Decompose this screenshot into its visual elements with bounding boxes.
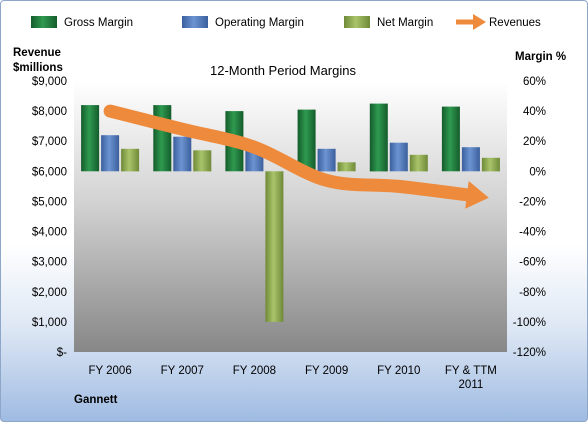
legend-label: Gross Margin bbox=[64, 17, 133, 29]
gross-margin-bar bbox=[81, 105, 100, 172]
left-tick-label: $8,000 bbox=[32, 106, 67, 118]
x-tick-label: FY 2009 bbox=[305, 365, 348, 377]
net-margin-bar bbox=[409, 154, 428, 172]
right-tick-label: -60% bbox=[519, 257, 546, 269]
x-tick-label: FY 2007 bbox=[161, 365, 204, 377]
right-tick-label: -80% bbox=[519, 287, 546, 299]
operating-margin-bar bbox=[389, 142, 408, 172]
left-tick-label: $2,000 bbox=[32, 287, 67, 299]
gross-margin-bar bbox=[153, 105, 172, 172]
revenue-arrow-line bbox=[103, 104, 478, 202]
left-tick-label: $9,000 bbox=[32, 76, 67, 88]
right-tick-label: 60% bbox=[523, 76, 546, 88]
left-axis: $- $1,000 $2,000 $3,000 $4,000 $5,000 $6,000 $7… bbox=[32, 76, 67, 359]
net-margin-bar bbox=[481, 157, 500, 172]
left-tick-label: $4,000 bbox=[32, 227, 67, 239]
operating-margin-bar bbox=[101, 135, 120, 172]
net-margin-bar bbox=[265, 171, 284, 322]
revenue-arrow bbox=[103, 104, 489, 209]
bars bbox=[81, 103, 500, 322]
x-tick-label: FY 2010 bbox=[377, 365, 420, 377]
revenue-arrow-head bbox=[465, 181, 489, 209]
x-tick-label: FY 2006 bbox=[88, 365, 131, 377]
net-margin-bar bbox=[121, 148, 140, 172]
left-tick-label: $5,000 bbox=[32, 196, 67, 208]
right-tick-label: 0% bbox=[529, 166, 546, 178]
right-tick-label: -20% bbox=[519, 196, 546, 208]
legend-swatch bbox=[182, 16, 208, 28]
legend-swatch bbox=[344, 16, 370, 28]
right-tick-label: 40% bbox=[523, 106, 546, 118]
left-axis-title-line2: $millions bbox=[13, 62, 63, 74]
legend-label: Net Margin bbox=[377, 17, 433, 29]
left-tick-label: $6,000 bbox=[32, 166, 67, 178]
left-tick-label: $3,000 bbox=[32, 257, 67, 269]
left-axis-title-line1: Revenue bbox=[13, 47, 61, 59]
right-tick-label: -40% bbox=[519, 227, 546, 239]
chart-title: 12-Month Period Margins bbox=[210, 63, 356, 78]
legend: Gross Margin Operating Margin Net Margin Re… bbox=[31, 14, 541, 30]
left-tick-label: $- bbox=[57, 347, 67, 359]
gross-margin-bar bbox=[369, 103, 388, 172]
gross-margin-bar bbox=[297, 109, 316, 172]
operating-margin-bar bbox=[173, 136, 192, 172]
right-tick-label: -100% bbox=[513, 317, 546, 329]
right-tick-label: -120% bbox=[513, 347, 546, 359]
right-tick-label: 20% bbox=[523, 136, 546, 148]
legend-swatch bbox=[31, 16, 57, 28]
x-tick-label: FY 2008 bbox=[233, 365, 276, 377]
x-axis: FY 2006 FY 2007 FY 2008 FY 2009 FY 2010 FY & … bbox=[88, 365, 496, 391]
right-axis: -120% -100% -80% -60% -40% -20% 0% 20% 40% 60% bbox=[513, 76, 546, 359]
legend-label: Operating Margin bbox=[215, 17, 304, 29]
left-tick-label: $1,000 bbox=[32, 317, 67, 329]
x-tick-label: FY & TTM bbox=[445, 365, 497, 377]
left-tick-label: $7,000 bbox=[32, 136, 67, 148]
operating-margin-bar bbox=[461, 147, 480, 172]
company-label: Gannett bbox=[74, 394, 118, 406]
operating-margin-bar bbox=[317, 148, 336, 172]
x-tick-label: 2011 bbox=[459, 379, 484, 391]
right-axis-title: Margin % bbox=[515, 51, 566, 63]
net-margin-bar bbox=[337, 162, 356, 172]
net-margin-bar bbox=[193, 150, 212, 172]
legend-label: Revenues bbox=[489, 17, 541, 29]
legend-swatch-head bbox=[473, 14, 486, 30]
gross-margin-bar bbox=[441, 106, 460, 172]
